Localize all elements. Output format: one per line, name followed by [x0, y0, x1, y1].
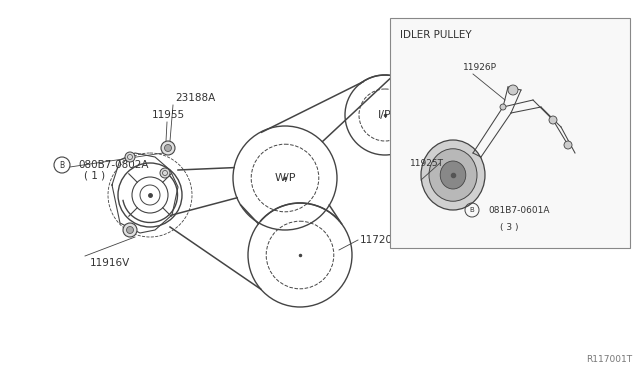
Text: 11926P: 11926P [463, 63, 497, 72]
Text: W/P: W/P [275, 173, 296, 183]
Text: ( 1 ): ( 1 ) [84, 170, 105, 180]
Text: 080B7-0802A: 080B7-0802A [78, 160, 148, 170]
Ellipse shape [421, 140, 485, 210]
Text: 23188A: 23188A [175, 93, 215, 103]
Text: R117001T: R117001T [586, 355, 632, 364]
Text: I/P: I/P [378, 110, 392, 120]
Text: 081B7-0601A: 081B7-0601A [488, 205, 550, 215]
Text: B: B [470, 207, 474, 213]
Text: ( 3 ): ( 3 ) [500, 223, 518, 232]
Circle shape [564, 141, 572, 149]
Ellipse shape [440, 161, 466, 189]
Ellipse shape [429, 149, 477, 201]
Text: B: B [60, 160, 65, 170]
Text: IDLER PULLEY: IDLER PULLEY [400, 30, 472, 40]
Text: 11916V: 11916V [90, 258, 131, 268]
Text: 11720N: 11720N [360, 235, 401, 245]
Text: 11955: 11955 [152, 110, 185, 120]
Circle shape [123, 223, 137, 237]
Circle shape [549, 116, 557, 124]
Circle shape [160, 168, 170, 178]
Circle shape [127, 227, 134, 234]
Circle shape [125, 152, 135, 162]
Circle shape [164, 144, 172, 151]
Circle shape [508, 85, 518, 95]
Text: 11925T: 11925T [410, 158, 444, 167]
Bar [390, 18, 630, 248]
Circle shape [161, 141, 175, 155]
Circle shape [500, 104, 506, 110]
